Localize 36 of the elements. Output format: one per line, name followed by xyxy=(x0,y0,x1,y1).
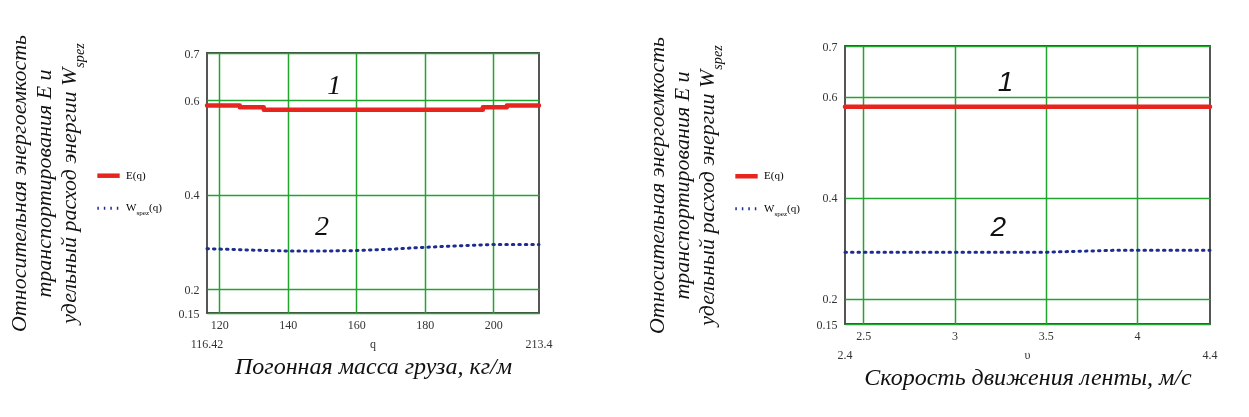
line-series xyxy=(205,242,541,253)
text: 4.4 xyxy=(1202,348,1218,362)
x-tick-label: 200 xyxy=(484,317,503,332)
x-axis-title: Скорость движения ленты, м/с xyxy=(864,363,1193,390)
legend-label: W$_{spez}$(q) xyxy=(126,201,163,218)
y-tick-label: 0.2 xyxy=(822,292,838,307)
y-tick-label: 0.15 xyxy=(178,306,200,321)
text: 2.4 xyxy=(837,348,853,362)
x-tick-label: 160 xyxy=(347,317,366,332)
y-tick-label: 0.15 xyxy=(816,317,838,332)
annotation: 1 xyxy=(997,65,1014,97)
legend-label: E(q) xyxy=(764,169,784,183)
y-tick-label: 0.4 xyxy=(822,191,838,206)
annotation: 2 xyxy=(314,210,329,242)
x-tick-label: 2.5 xyxy=(856,328,872,343)
legend-label: W$_{spez}$(q) xyxy=(764,201,801,218)
x-tick-label: 4 xyxy=(1134,328,1141,343)
text: υ xyxy=(1024,348,1031,362)
y-tick-label: 0.6 xyxy=(822,90,838,105)
x-tick-label: 120 xyxy=(210,317,229,332)
y-tick-label: 0.2 xyxy=(184,282,200,297)
x-tick-label: 3 xyxy=(952,328,958,343)
annotation: 2 xyxy=(989,211,1007,243)
annotation: 1 xyxy=(327,68,342,100)
legend-label: E(q) xyxy=(126,168,146,182)
x-tick-label: 180 xyxy=(416,317,435,332)
y-tick-label: 0.7 xyxy=(184,46,200,61)
x-tick-label: 140 xyxy=(279,317,298,332)
y-tick-label: 0.6 xyxy=(184,93,200,108)
text: 213.4 xyxy=(525,337,553,351)
y-tick-label: 0.4 xyxy=(184,188,200,203)
x-axis-title: Погонная масса груза, кг/м xyxy=(234,352,512,379)
x-tick-label: 3.5 xyxy=(1038,328,1054,343)
text: q xyxy=(370,337,376,351)
text: 116.42 xyxy=(190,337,224,351)
y-tick-label: 0.7 xyxy=(822,39,838,54)
